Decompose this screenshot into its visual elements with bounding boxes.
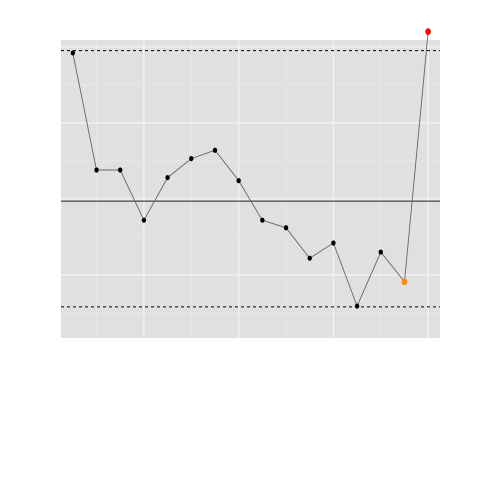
minor-gridlines (61, 40, 440, 338)
series-line (72, 31, 429, 308)
data-point (70, 50, 76, 56)
data-point (283, 225, 289, 231)
data-point (354, 303, 360, 309)
data-point (307, 255, 312, 261)
data-points (70, 28, 431, 309)
data-point (378, 249, 383, 255)
major-gridlines (61, 40, 440, 338)
data-point (94, 167, 99, 173)
data-point (141, 217, 147, 223)
data-point (236, 178, 241, 184)
data-point (118, 167, 123, 173)
data-point (189, 155, 194, 162)
data-point (425, 28, 431, 36)
data-point (401, 278, 408, 286)
data-point (212, 147, 218, 153)
data-point (165, 174, 170, 181)
plot-panel (61, 40, 440, 338)
series-line-group (72, 31, 429, 308)
data-point (331, 240, 336, 246)
data-point (260, 217, 265, 223)
